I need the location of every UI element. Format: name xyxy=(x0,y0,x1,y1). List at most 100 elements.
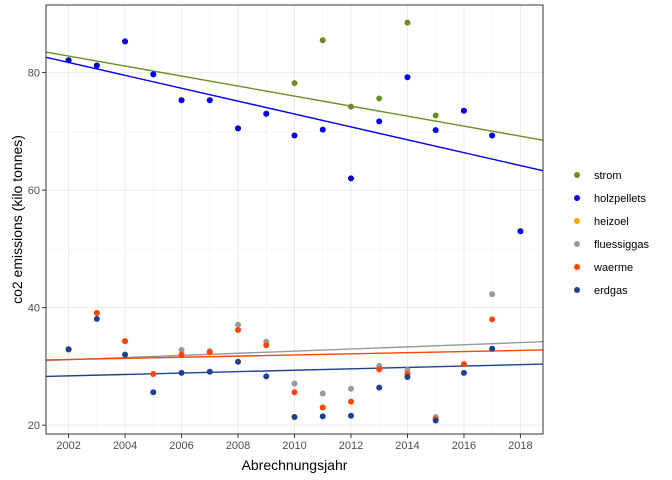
point-erdgas xyxy=(489,345,496,352)
x-tick-label: 2006 xyxy=(169,440,193,452)
x-tick-label: 2004 xyxy=(113,440,137,452)
x-axis: 2002 2004 2006 2008 2010 2012 2014 2016 2018 xyxy=(56,434,533,452)
point-erdgas xyxy=(347,412,354,419)
x-axis-title: Abrechnungsjahr xyxy=(242,457,348,473)
point-holzpellets xyxy=(122,38,129,45)
point-holzpellets xyxy=(235,125,242,132)
point-erdgas xyxy=(178,369,185,376)
point-holzpellets xyxy=(347,175,354,182)
y-tick-label: 80 xyxy=(28,68,40,80)
point-holzpellets xyxy=(65,57,72,64)
legend-key-strom xyxy=(574,172,580,178)
point-strom xyxy=(319,37,326,44)
point-waerme xyxy=(263,342,270,349)
legend-label: strom xyxy=(594,170,622,182)
point-erdgas xyxy=(122,351,129,358)
legend-key-fluessiggas xyxy=(574,241,580,247)
point-erdgas xyxy=(150,389,157,396)
point-waerme xyxy=(347,398,354,405)
trend-line-waerme xyxy=(45,349,544,361)
grid xyxy=(46,5,543,434)
point-strom xyxy=(404,19,411,26)
point-fluessiggas xyxy=(404,366,411,373)
point-holzpellets xyxy=(206,97,213,104)
legend-label: heizoel xyxy=(594,216,629,228)
point-holzpellets xyxy=(432,127,439,134)
point-waerme xyxy=(460,361,467,368)
point-strom xyxy=(376,95,383,102)
point-erdgas xyxy=(65,346,72,353)
y-axis: 20 40 60 80 xyxy=(28,68,46,432)
point-strom xyxy=(347,103,354,110)
point-waerme xyxy=(319,404,326,411)
point-fluessiggas xyxy=(347,385,354,392)
point-holzpellets xyxy=(376,118,383,125)
legend-item-strom: strom xyxy=(574,170,622,182)
legend-item-erdgas: erdgas xyxy=(574,285,628,297)
x-tick-label: 2008 xyxy=(226,440,250,452)
point-erdgas xyxy=(432,417,439,424)
legend-label: erdgas xyxy=(594,285,628,297)
point-waerme xyxy=(489,316,496,323)
point-waerme xyxy=(93,309,100,316)
legend-label: fluessiggas xyxy=(594,239,650,251)
point-holzpellets xyxy=(178,97,185,104)
legend-key-holzpellets xyxy=(574,195,580,201)
point-erdgas xyxy=(460,369,467,376)
point-waerme xyxy=(291,389,298,396)
data-points xyxy=(65,19,524,424)
y-tick-label: 20 xyxy=(28,420,40,432)
legend-item-fluessiggas: fluessiggas xyxy=(574,239,650,251)
point-waerme xyxy=(178,351,185,358)
point-waerme xyxy=(122,338,129,345)
point-holzpellets xyxy=(319,126,326,133)
trend-line-holzpellets xyxy=(45,56,544,172)
legend-item-holzpellets: holzpellets xyxy=(574,193,646,205)
point-holzpellets xyxy=(489,132,496,139)
point-holzpellets xyxy=(404,74,411,81)
y-tick-label: 60 xyxy=(28,185,40,197)
point-erdgas xyxy=(319,413,326,420)
point-fluessiggas xyxy=(291,380,298,387)
y-tick-label: 40 xyxy=(28,303,40,315)
x-tick-label: 2018 xyxy=(508,440,532,452)
point-waerme xyxy=(206,349,213,356)
legend-item-heizoel: heizoel xyxy=(574,216,629,228)
point-erdgas xyxy=(235,358,242,365)
x-tick-label: 2002 xyxy=(56,440,80,452)
point-waerme xyxy=(150,371,157,378)
point-erdgas xyxy=(263,373,270,380)
point-strom xyxy=(291,80,298,87)
point-erdgas xyxy=(206,368,213,375)
point-fluessiggas xyxy=(235,321,242,328)
point-fluessiggas xyxy=(489,291,496,298)
legend-label: waerme xyxy=(593,262,633,274)
point-waerme xyxy=(235,326,242,333)
point-fluessiggas xyxy=(319,390,326,397)
legend: strom holzpellets heizoel fluessiggas waerme… xyxy=(574,170,650,297)
trend-line-strom xyxy=(45,51,544,141)
point-holzpellets xyxy=(291,132,298,139)
legend-item-waerme: waerme xyxy=(574,262,633,274)
legend-key-waerme xyxy=(574,264,580,270)
point-erdgas xyxy=(291,413,298,420)
point-erdgas xyxy=(376,384,383,391)
x-tick-label: 2012 xyxy=(339,440,363,452)
point-strom xyxy=(432,112,439,119)
trend-lines xyxy=(45,51,544,378)
trend-line-fluessiggas xyxy=(45,341,544,362)
point-holzpellets xyxy=(517,228,524,235)
y-axis-title: co2 emissions (kilo tonnes) xyxy=(9,135,25,304)
point-erdgas xyxy=(93,315,100,322)
legend-key-heizoel xyxy=(574,218,580,224)
legend-key-erdgas xyxy=(574,287,580,293)
point-holzpellets xyxy=(150,71,157,78)
x-tick-label: 2016 xyxy=(452,440,476,452)
point-holzpellets xyxy=(460,107,467,114)
point-erdgas xyxy=(404,373,411,380)
x-tick-label: 2014 xyxy=(395,440,419,452)
point-waerme xyxy=(376,366,383,373)
legend-label: holzpellets xyxy=(594,193,646,205)
